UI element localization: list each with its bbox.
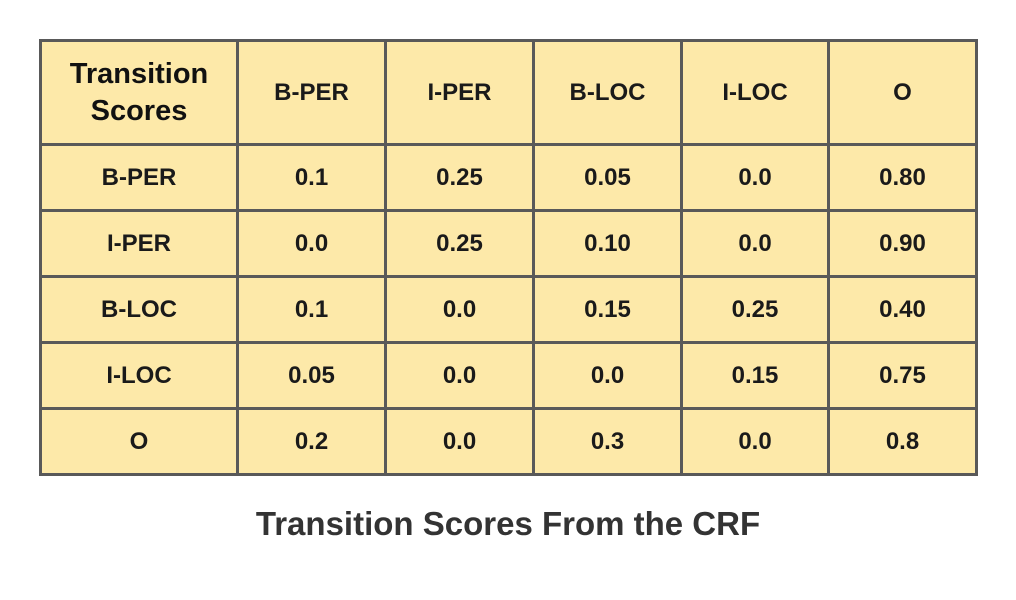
- header-row: Transition Scores B-PER I-PER B-LOC I-LOC O: [39, 39, 978, 146]
- score-cell: 0.2: [236, 407, 387, 476]
- score-cell: 0.0: [384, 407, 535, 476]
- score-cell: 0.3: [532, 407, 683, 476]
- column-header: B-LOC: [532, 39, 683, 146]
- score-cell: 0.75: [827, 341, 978, 410]
- row-header: O: [39, 407, 239, 476]
- score-cell: 0.05: [236, 341, 387, 410]
- table-row: O 0.2 0.0 0.3 0.0 0.8: [39, 407, 978, 476]
- score-cell: 0.0: [384, 341, 535, 410]
- score-cell: 0.1: [236, 143, 387, 212]
- table-row: B-LOC 0.1 0.0 0.15 0.25 0.40: [39, 275, 978, 344]
- score-cell: 0.15: [532, 275, 683, 344]
- score-cell: 0.80: [827, 143, 978, 212]
- column-header: I-LOC: [680, 39, 830, 146]
- score-cell: 0.25: [384, 209, 535, 278]
- row-header: B-LOC: [39, 275, 239, 344]
- score-cell: 0.0: [236, 209, 387, 278]
- score-cell: 0.0: [680, 143, 830, 212]
- score-cell: 0.40: [827, 275, 978, 344]
- score-cell: 0.10: [532, 209, 683, 278]
- score-cell: 0.0: [680, 407, 830, 476]
- row-header: B-PER: [39, 143, 239, 212]
- corner-label-text: Transition Scores: [69, 57, 209, 127]
- table-row: B-PER 0.1 0.25 0.05 0.0 0.80: [39, 143, 978, 212]
- row-header: I-PER: [39, 209, 239, 278]
- score-cell: 0.8: [827, 407, 978, 476]
- row-header: I-LOC: [39, 341, 239, 410]
- table-row: I-PER 0.0 0.25 0.10 0.0 0.90: [39, 209, 978, 278]
- table-row: I-LOC 0.05 0.0 0.0 0.15 0.75: [39, 341, 978, 410]
- column-header: O: [827, 39, 978, 146]
- score-cell: 0.1: [236, 275, 387, 344]
- score-cell: 0.25: [384, 143, 535, 212]
- score-grid: Transition Scores B-PER I-PER B-LOC I-LOC O B-…: [39, 39, 978, 476]
- score-cell: 0.0: [532, 341, 683, 410]
- corner-label: Transition Scores: [39, 39, 239, 146]
- score-cell: 0.25: [680, 275, 830, 344]
- score-cell: 0.0: [384, 275, 535, 344]
- score-cell: 0.15: [680, 341, 830, 410]
- chart-caption: Transition Scores From the CRF: [255, 505, 761, 542]
- score-cell: 0.90: [827, 209, 978, 278]
- score-cell: 0.0: [680, 209, 830, 278]
- transition-score-table: Transition Scores B-PER I-PER B-LOC I-LOC O B-…: [39, 39, 978, 476]
- score-cell: 0.05: [532, 143, 683, 212]
- column-header: I-PER: [384, 39, 535, 146]
- column-header: B-PER: [236, 39, 387, 146]
